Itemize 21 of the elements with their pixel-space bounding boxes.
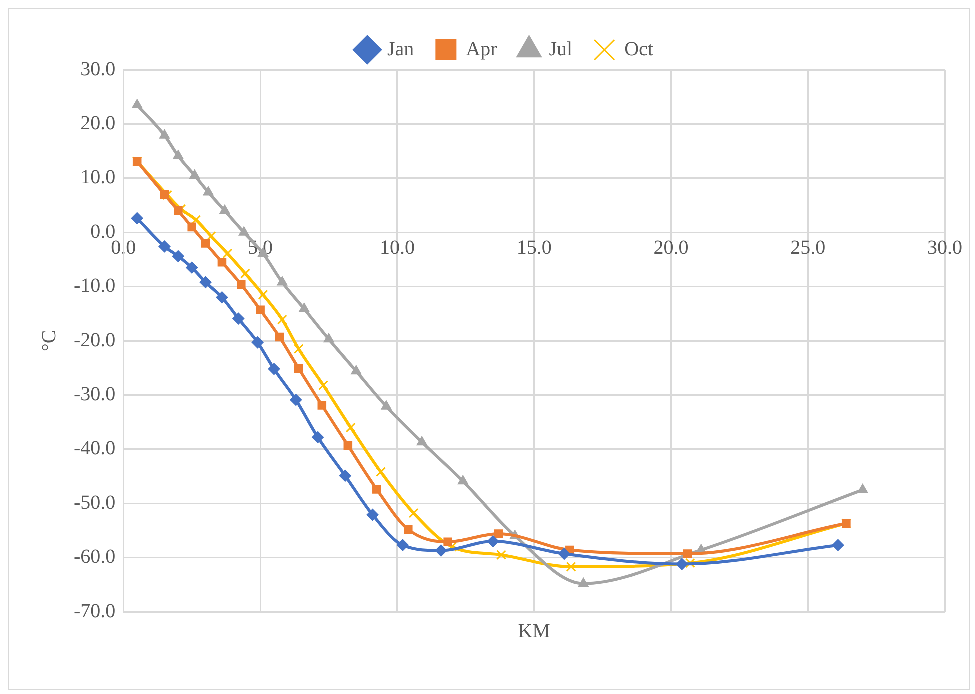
legend-label: Oct — [624, 38, 654, 60]
y-axis-title: °C — [38, 330, 60, 352]
x-tick-label: 15.0 — [516, 236, 552, 259]
y-tick-label: -50.0 — [74, 492, 116, 514]
x-axis-title: KM — [518, 620, 551, 642]
y-tick-label: 20.0 — [80, 112, 116, 134]
legend-label: Jan — [388, 38, 414, 60]
x-tick-label: 20.0 — [654, 236, 689, 259]
legend-label: Apr — [466, 38, 498, 60]
x-tick-label: 25.0 — [790, 236, 826, 259]
y-tick-label: -70.0 — [74, 600, 116, 622]
y-tick-label: 10.0 — [80, 166, 116, 189]
y-tick-label: -20.0 — [74, 329, 116, 352]
y-tick-label: 30.0 — [80, 58, 116, 80]
legend-label: Jul — [549, 38, 574, 60]
y-tick-label: -10.0 — [74, 275, 116, 298]
y-tick-label: -30.0 — [74, 383, 116, 406]
x-tick-label: 30.0 — [928, 236, 962, 259]
y-tick-label: -40.0 — [74, 438, 116, 460]
x-tick-label: 10.0 — [380, 236, 415, 259]
y-tick-label: -60.0 — [74, 546, 116, 568]
